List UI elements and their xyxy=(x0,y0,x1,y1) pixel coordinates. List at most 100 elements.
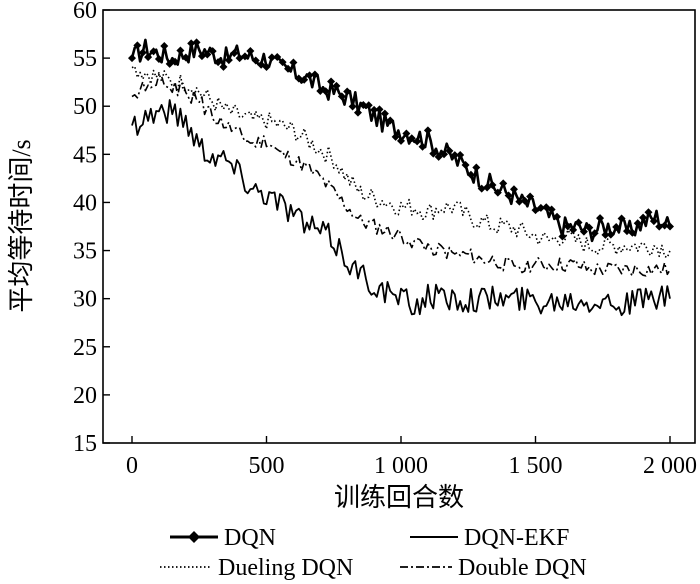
point-dqn xyxy=(461,160,470,169)
point-dqn xyxy=(203,50,212,59)
point-dqn xyxy=(327,77,336,86)
point-dqn xyxy=(499,179,508,188)
point-dqn xyxy=(176,46,185,55)
point-dqn xyxy=(181,53,190,62)
point-dqn xyxy=(230,49,239,58)
x-tick-label-500: 500 xyxy=(249,453,285,479)
point-dqn xyxy=(128,54,136,63)
point-dqn xyxy=(606,230,615,239)
point-dqn xyxy=(504,191,513,200)
point-dqn xyxy=(397,136,405,145)
point-dqn xyxy=(154,54,163,63)
point-dqn xyxy=(375,105,384,114)
y-tick-label-30: 30 xyxy=(73,287,97,313)
point-dqn xyxy=(569,225,578,234)
y-tick-label-55: 55 xyxy=(73,46,97,72)
point-dqn xyxy=(262,62,271,71)
point-dqn xyxy=(380,109,389,118)
point-dqn xyxy=(171,57,180,66)
y-tick-label-60: 60 xyxy=(73,0,97,24)
point-dqn xyxy=(660,221,669,230)
point-dqn xyxy=(493,188,502,197)
point-dqn xyxy=(655,222,664,231)
series-line-dueling-dqn xyxy=(131,65,671,259)
point-dqn xyxy=(574,218,583,227)
point-dqn xyxy=(413,137,422,146)
legend-item-double-dqn: Double DQN xyxy=(400,555,587,581)
point-dqn xyxy=(536,203,545,212)
point-dqn xyxy=(585,223,594,232)
point-dqn xyxy=(418,142,427,151)
point-dqn xyxy=(472,163,481,172)
point-dqn xyxy=(353,108,362,117)
y-tick-label-40: 40 xyxy=(73,190,97,216)
legend-label-dqn: DQN xyxy=(224,525,276,551)
point-dqn xyxy=(547,205,556,214)
y-tick-label-25: 25 xyxy=(73,335,97,361)
point-dqn xyxy=(144,53,153,62)
point-dqn xyxy=(639,213,648,222)
x-tick-label-0: 0 xyxy=(126,453,138,479)
point-dqn xyxy=(423,126,432,135)
point-dqn xyxy=(240,52,249,61)
point-dqn xyxy=(579,227,588,236)
point-dqn xyxy=(300,75,309,84)
point-dqn xyxy=(160,42,169,51)
x-tick-label-1000: 1 000 xyxy=(374,453,428,479)
point-dqn xyxy=(310,70,319,79)
point-dqn xyxy=(133,41,142,50)
x-tick-label-2000: 2 000 xyxy=(643,453,697,479)
point-dqn xyxy=(520,196,529,205)
point-dqn xyxy=(633,219,642,228)
legend-marker-dqn xyxy=(188,531,200,543)
legend-item-dueling-dqn: Dueling DQN xyxy=(160,555,353,581)
point-dqn xyxy=(563,222,572,231)
point-dqn xyxy=(466,170,475,179)
point-dqn xyxy=(402,129,411,138)
point-dqn xyxy=(251,56,260,65)
legend-item-dqn: DQN xyxy=(170,525,276,551)
point-dqn xyxy=(644,208,653,217)
point-dqn xyxy=(284,64,293,73)
series-double-dqn xyxy=(131,73,671,277)
point-dqn xyxy=(440,150,449,159)
point-dqn xyxy=(348,102,357,111)
point-dqn xyxy=(477,184,486,193)
point-dqn xyxy=(434,152,443,161)
point-dqn xyxy=(219,62,228,71)
point-dqn xyxy=(316,87,325,96)
legend-label-dqn-ekf: DQN-EKF xyxy=(464,525,569,551)
point-dqn xyxy=(273,52,282,61)
legend: DQN DQN-EKF Dueling DQN Double DQN xyxy=(160,525,587,581)
point-dqn xyxy=(359,101,368,110)
point-dqn xyxy=(337,92,346,101)
point-dqn xyxy=(214,58,223,67)
legend-label-double-dqn: Double DQN xyxy=(458,555,587,581)
point-dqn xyxy=(267,53,276,62)
legend-label-dueling-dqn: Dueling DQN xyxy=(218,555,353,581)
y-tick-label-50: 50 xyxy=(73,94,97,120)
point-dqn xyxy=(386,116,395,125)
series-line-dqn-ekf xyxy=(131,99,671,317)
point-dqn xyxy=(187,39,196,48)
series-layer xyxy=(128,38,674,317)
point-dqn xyxy=(149,47,158,56)
point-dqn xyxy=(601,230,610,239)
point-dqn xyxy=(553,212,562,221)
point-dqn xyxy=(343,87,352,96)
series-line-double-dqn xyxy=(131,73,671,277)
y-axis-label: 平均等待时间/s xyxy=(7,139,36,312)
point-dqn xyxy=(515,197,524,206)
point-dqn xyxy=(628,228,637,237)
y-tick-label-20: 20 xyxy=(73,383,97,409)
x-tick-label-1500: 1 500 xyxy=(509,453,563,479)
point-dqn xyxy=(666,222,674,231)
series-dueling-dqn xyxy=(131,65,671,259)
point-dqn xyxy=(429,149,438,158)
y-axis: 15 20 25 30 35 40 45 50 55 60 xyxy=(73,0,110,457)
point-dqn xyxy=(509,185,518,194)
point-dqn xyxy=(321,87,330,96)
point-dqn xyxy=(208,47,217,56)
y-tick-label-45: 45 xyxy=(73,142,97,168)
